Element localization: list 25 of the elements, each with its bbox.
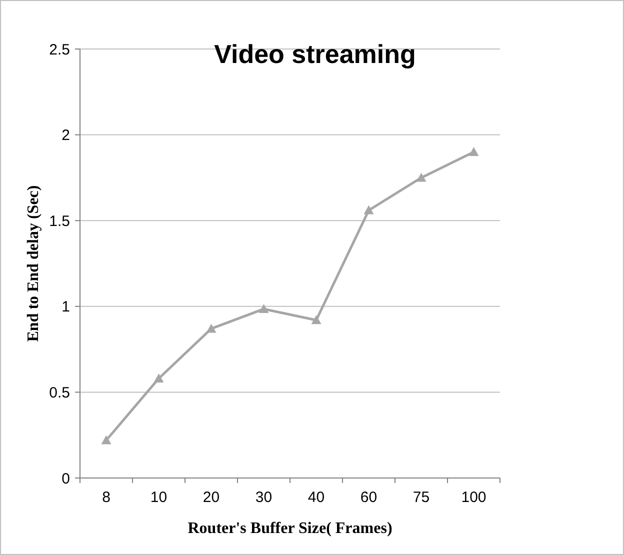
point [206,324,216,333]
x-tick-label: 10 [150,489,168,506]
y-tick-label: 2.5 [49,41,70,58]
point [258,304,269,313]
point [311,315,322,324]
x-tick-label: 60 [360,489,378,506]
x-tick-label: 8 [102,489,110,506]
chart-title: Video streaming [214,39,416,70]
point [416,172,426,182]
x-tick-label: 75 [412,489,430,506]
x-tick-label: 30 [255,489,272,506]
y-tick-label: 0.5 [49,384,70,402]
y-tick-label: 2 [62,127,70,144]
y-tick-label: 1.5 [49,212,70,230]
y-tick-label: 1 [62,298,70,316]
point [101,435,112,444]
x-tick-label: 40 [308,489,325,506]
x-axis-title: Router's Buffer Size( Frames) [188,520,392,537]
point [468,146,479,156]
x-tick-label: 100 [461,489,486,506]
x-tick-label: 20 [202,489,220,506]
point [154,373,164,382]
point [364,205,374,214]
y-axis-title: End to End delay (Sec) [25,185,42,342]
y-tick-label: 0 [62,470,70,488]
